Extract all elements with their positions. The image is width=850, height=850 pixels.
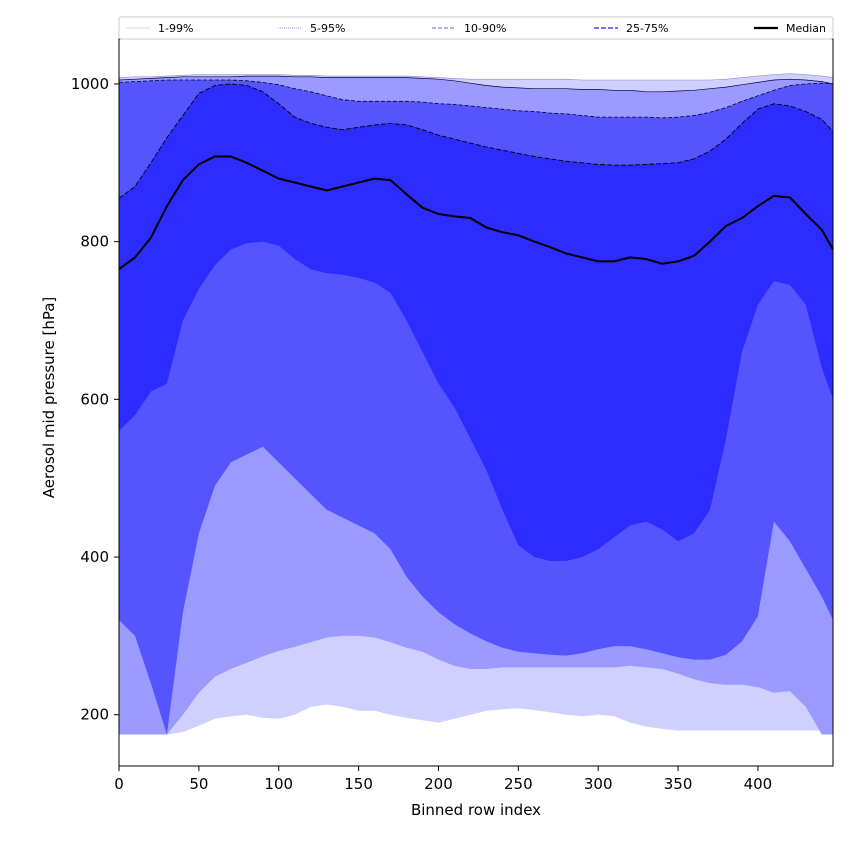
line-p99 [118,73,834,81]
x-tick-label: 200 [424,775,453,793]
y-axis: 200 400 600 800 1000 [71,75,119,724]
y-axis-label: Aerosol mid pressure [hPa] [40,297,58,499]
percentile-bands [119,73,833,735]
x-tick-label: 50 [189,775,208,793]
legend: 1-99% 5-95% 10-90% 25-75% Median [118,16,834,40]
legend-item-p10: 10-90% [432,22,506,35]
y-tick-label: 600 [80,390,109,408]
x-tick-label: 400 [744,775,773,793]
y-tick-label: 200 [80,706,109,724]
legend-label: 5-95% [310,22,345,35]
percentile-boundary-lines [118,73,834,271]
legend-item-p5: 5-95% [278,22,345,35]
y-tick-label: 400 [80,548,109,566]
x-tick-label: 250 [504,775,533,793]
legend-item-p25: 25-75% [594,22,668,35]
legend-item-median: Median [754,22,826,35]
legend-label: 25-75% [626,22,668,35]
line-p75 [118,83,834,199]
x-tick-label: 350 [664,775,693,793]
x-tick-label: 300 [584,775,613,793]
legend-label: 10-90% [464,22,506,35]
legend-item-p1: 1-99% [126,22,193,35]
legend-label: Median [786,22,826,35]
band-25-75-fill [119,83,833,562]
x-tick-label: 0 [114,775,124,793]
x-axis: 0 50 100 150 200 250 300 350 400 [114,766,772,793]
x-axis-label: Binned row index [411,801,541,819]
line-median [118,155,834,271]
legend-label: 1-99% [158,22,193,35]
x-tick-label: 150 [344,775,373,793]
band-1-99-lower-mask [119,704,833,735]
line-p90 [118,79,834,119]
x-tick-label: 100 [264,775,293,793]
line-p95 [118,75,834,93]
y-tick-label: 1000 [71,75,109,93]
legend-box [118,16,834,40]
y-tick-label: 800 [80,233,109,251]
